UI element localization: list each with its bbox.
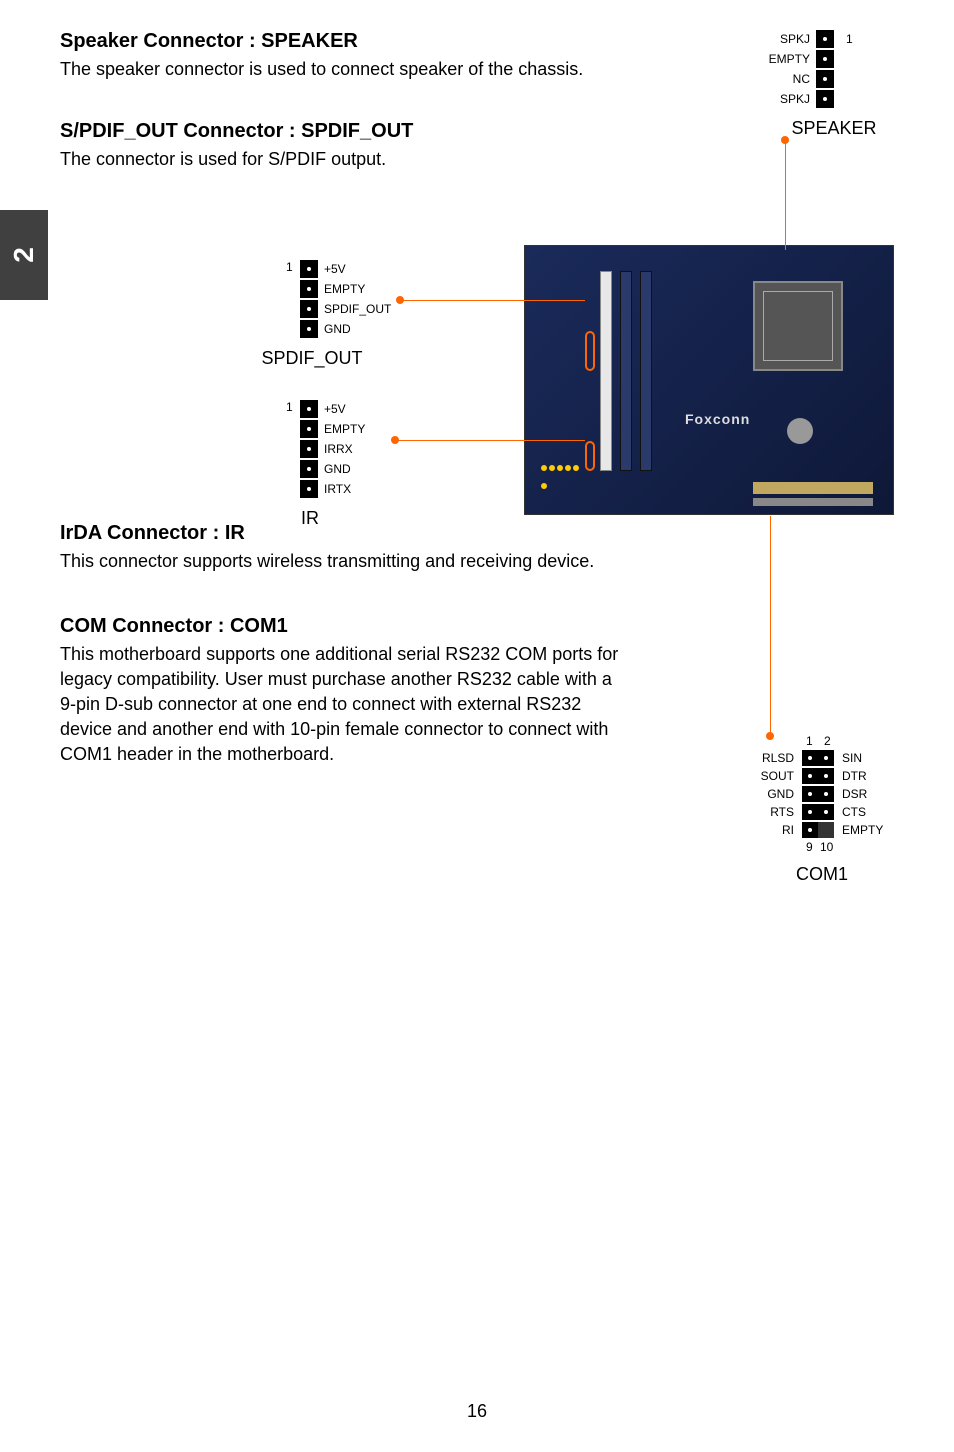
- mobo-connector: [753, 498, 873, 506]
- mobo-pci-slot: [600, 271, 612, 471]
- ir-pin-3-label: IRRX: [324, 442, 353, 456]
- speaker-pin-4-label: SPKJ: [780, 92, 810, 106]
- com-num-10: 10: [820, 840, 833, 854]
- ir-pin-3: IRRX: [300, 440, 318, 458]
- section-spdif: S/PDIF_OUT Connector : SPDIF_OUT The con…: [60, 120, 894, 172]
- callout-dot: [766, 732, 774, 740]
- com-right-2: DTR: [842, 769, 867, 783]
- com-pin: DSR: [818, 786, 834, 802]
- mobo-slot: [620, 271, 632, 471]
- com-title: COM Connector : COM1: [60, 615, 620, 638]
- spdif-pin-2-label: EMPTY: [324, 282, 365, 296]
- spdif-pin1-num: 1: [286, 260, 293, 274]
- speaker-title: Speaker Connector : SPEAKER: [60, 30, 894, 53]
- speaker-pin-2-label: EMPTY: [769, 52, 810, 66]
- spdif-pin-block: 1 +5V EMPTY SPDIF_OUT GND SPDIF_OUT: [300, 260, 318, 340]
- com-block-title: COM1: [772, 864, 872, 885]
- com-left-4: RTS: [770, 805, 794, 819]
- motherboard-image: Foxconn: [524, 245, 894, 515]
- speaker-pin-1: SPKJ 1: [816, 30, 834, 48]
- mobo-highlight-ir: [585, 441, 595, 471]
- ir-pin-1-label: +5V: [324, 402, 346, 416]
- speaker-pin-1-label: SPKJ: [780, 32, 810, 46]
- callout-dot: [396, 296, 404, 304]
- mobo-brand-label: Foxconn: [685, 411, 750, 427]
- speaker-pin-3-label: NC: [793, 72, 810, 86]
- spdif-pin-3-label: SPDIF_OUT: [324, 302, 391, 316]
- mobo-connector: [753, 482, 873, 494]
- section-com: COM Connector : COM1 This motherboard su…: [60, 615, 894, 768]
- com-body: This motherboard supports one additional…: [60, 642, 620, 768]
- callout-line-spdif: [400, 300, 585, 301]
- spdif-block-title: SPDIF_OUT: [252, 348, 372, 369]
- callout-dot: [391, 436, 399, 444]
- mobo-cpu-socket: [753, 281, 843, 371]
- speaker-pin-1-num: 1: [846, 32, 853, 46]
- com-left-3: GND: [767, 787, 794, 801]
- ir-pin-2: EMPTY: [300, 420, 318, 438]
- com-pin: DTR: [818, 768, 834, 784]
- mobo-highlight-spdif: [585, 331, 595, 371]
- callout-line-com: [770, 516, 771, 736]
- speaker-block-title: SPEAKER: [774, 118, 894, 139]
- com-pin-empty: EMPTY: [818, 822, 834, 838]
- speaker-pin-2: EMPTY: [816, 50, 834, 68]
- speaker-pin-block: SPKJ 1 EMPTY NC SPKJ SPEAKER: [816, 30, 834, 110]
- spdif-pin-4-label: GND: [324, 322, 351, 336]
- com-num-2: 2: [824, 734, 831, 748]
- mobo-battery: [787, 418, 813, 444]
- ir-block-title: IR: [290, 508, 330, 529]
- com-num-9: 9: [806, 840, 813, 854]
- mobo-slot: [640, 271, 652, 471]
- speaker-pin-3: NC: [816, 70, 834, 88]
- ir-pin-5-label: IRTX: [324, 482, 351, 496]
- com-left-5: RI: [782, 823, 794, 837]
- com-right-3: DSR: [842, 787, 867, 801]
- ir-pin-1: +5V: [300, 400, 318, 418]
- ir-pin1-num: 1: [286, 400, 293, 414]
- com-right-1: SIN: [842, 751, 862, 765]
- com-left-1: RLSD: [762, 751, 794, 765]
- com-left-2: SOUT: [761, 769, 794, 783]
- com-right-5: EMPTY: [842, 823, 883, 837]
- page-number: 16: [0, 1401, 954, 1422]
- side-tab-label: 2: [8, 247, 40, 263]
- callout-dot: [781, 136, 789, 144]
- mobo-audio-jacks: [540, 459, 580, 499]
- ir-pin-block: 1 +5V EMPTY IRRX GND IRTX IR: [300, 400, 318, 500]
- side-tab: 2: [0, 210, 48, 300]
- callout-line-speaker: [785, 140, 786, 250]
- com-pin: RLSD: [802, 750, 818, 766]
- callout-line-ir: [395, 440, 585, 441]
- com-pin: GND: [802, 786, 818, 802]
- com-num-1: 1: [806, 734, 813, 748]
- spdif-pin-3: SPDIF_OUT: [300, 300, 318, 318]
- spdif-title: S/PDIF_OUT Connector : SPDIF_OUT: [60, 120, 894, 143]
- com-pin-block: 1 2 RLSD SIN SOUT DTR GND DSR RTS CTS RI…: [802, 750, 834, 838]
- com-right-4: CTS: [842, 805, 866, 819]
- com-pin: CTS: [818, 804, 834, 820]
- spdif-body: The connector is used for S/PDIF output.: [60, 147, 894, 172]
- com-pin: RTS: [802, 804, 818, 820]
- ir-pin-4: GND: [300, 460, 318, 478]
- spdif-pin-2: EMPTY: [300, 280, 318, 298]
- spdif-pin-1: +5V: [300, 260, 318, 278]
- irda-body: This connector supports wireless transmi…: [60, 549, 894, 574]
- ir-pin-5: IRTX: [300, 480, 318, 498]
- com-pin: RI: [802, 822, 818, 838]
- speaker-pin-4: SPKJ: [816, 90, 834, 108]
- spdif-pin-1-label: +5V: [324, 262, 346, 276]
- ir-pin-2-label: EMPTY: [324, 422, 365, 436]
- com-pin: SIN: [818, 750, 834, 766]
- spdif-pin-4: GND: [300, 320, 318, 338]
- com-pin: SOUT: [802, 768, 818, 784]
- section-irda: IrDA Connector : IR This connector suppo…: [60, 522, 894, 574]
- ir-pin-4-label: GND: [324, 462, 351, 476]
- irda-title: IrDA Connector : IR: [60, 522, 894, 545]
